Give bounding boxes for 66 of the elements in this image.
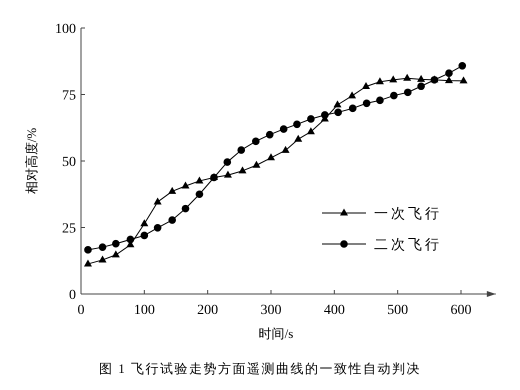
point xyxy=(196,190,204,198)
point xyxy=(237,146,246,154)
legend-label: 二次飞行 xyxy=(374,237,442,253)
x-tick-label: 400 xyxy=(324,303,345,318)
legend-label: 一次飞行 xyxy=(374,206,442,222)
point xyxy=(458,62,466,70)
point xyxy=(307,115,315,123)
point xyxy=(306,127,315,134)
point xyxy=(376,77,384,84)
point xyxy=(98,243,106,251)
caption: 图 1 飞行试验走势方面遥测曲线的一致性自动判决 xyxy=(99,361,421,376)
x-tick-label: 300 xyxy=(260,303,282,318)
point xyxy=(126,236,134,244)
point xyxy=(98,255,107,262)
point xyxy=(362,82,370,90)
point xyxy=(84,246,92,254)
point xyxy=(293,120,301,128)
point xyxy=(154,224,162,232)
point xyxy=(417,74,426,82)
point xyxy=(168,216,176,224)
point xyxy=(182,204,190,212)
point xyxy=(348,104,356,112)
y-tick-label: 50 xyxy=(62,155,76,170)
point xyxy=(282,146,290,153)
y-tick-label: 0 xyxy=(69,288,76,303)
point xyxy=(112,250,120,258)
point xyxy=(348,91,356,98)
x-tick-label: 600 xyxy=(450,303,472,318)
point xyxy=(84,259,92,266)
point xyxy=(182,182,190,189)
point xyxy=(294,134,302,142)
point xyxy=(404,88,412,96)
point xyxy=(444,76,453,84)
point xyxy=(140,219,148,226)
point xyxy=(362,99,370,108)
point xyxy=(238,166,246,174)
y-tick-label: 100 xyxy=(55,22,76,37)
point xyxy=(140,232,148,240)
point xyxy=(403,74,412,81)
point xyxy=(112,240,120,248)
point xyxy=(195,176,204,184)
point xyxy=(252,138,260,146)
x-tick-label: 100 xyxy=(134,303,155,318)
point xyxy=(267,153,275,160)
point xyxy=(280,125,288,133)
y-tick-label: 25 xyxy=(62,222,76,236)
x-axis-title: 时间/s xyxy=(258,326,294,341)
point xyxy=(154,197,162,204)
x-tick-label: 500 xyxy=(387,303,408,318)
point xyxy=(168,186,176,194)
point xyxy=(224,158,232,166)
point xyxy=(460,76,468,84)
point xyxy=(252,160,260,168)
point xyxy=(334,108,342,116)
point xyxy=(376,96,384,104)
point xyxy=(321,111,329,119)
point xyxy=(389,75,398,82)
point xyxy=(417,82,425,90)
point xyxy=(390,92,398,100)
x-tick-label: 200 xyxy=(197,303,218,318)
point xyxy=(224,170,232,178)
y-axis-title: 相对高度/% xyxy=(24,128,39,194)
point xyxy=(445,69,453,78)
point xyxy=(266,130,274,138)
y-tick-label: 75 xyxy=(62,88,76,104)
point xyxy=(334,100,342,108)
